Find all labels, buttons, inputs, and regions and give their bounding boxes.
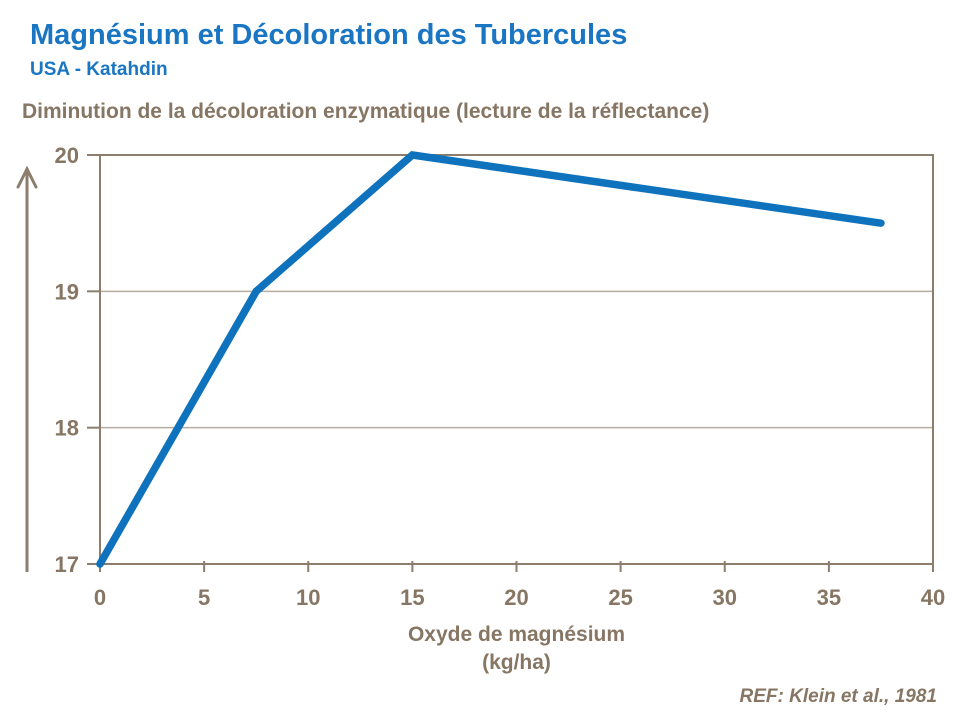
x-tick-label: 10	[296, 585, 320, 610]
y-tick-label: 17	[55, 552, 79, 577]
page-subtitle: USA - Katahdin	[30, 59, 168, 80]
y-tick-label: 19	[55, 279, 79, 304]
x-tick-label: 15	[400, 585, 424, 610]
x-tick-label: 0	[94, 585, 106, 610]
x-axis-unit: (kg/ha)	[482, 651, 551, 674]
chart-heading: Diminution de la décoloration enzymatiqu…	[22, 100, 710, 123]
x-tick-label: 5	[198, 585, 210, 610]
y-axis-ticks: 17 18 19 20	[55, 143, 100, 577]
gridlines	[100, 290, 933, 429]
y-tick-label: 20	[55, 143, 79, 168]
x-tick-label: 25	[608, 585, 632, 610]
x-tick-label: 40	[921, 585, 945, 610]
reference-text: REF: Klein et al., 1981	[739, 686, 937, 707]
page-title: Magnésium et Décoloration des Tubercules	[30, 19, 628, 51]
x-tick-label: 20	[504, 585, 528, 610]
x-axis-title: Oxyde de magnésium	[408, 623, 625, 646]
x-tick-label: 35	[817, 585, 841, 610]
data-series-line	[96, 151, 885, 568]
y-tick-label: 18	[55, 416, 79, 441]
x-axis-ticks: 0 5 10 15 20 25 30 35 40	[94, 561, 945, 610]
x-tick-label: 30	[713, 585, 737, 610]
y-axis-arrow-icon	[16, 165, 38, 572]
